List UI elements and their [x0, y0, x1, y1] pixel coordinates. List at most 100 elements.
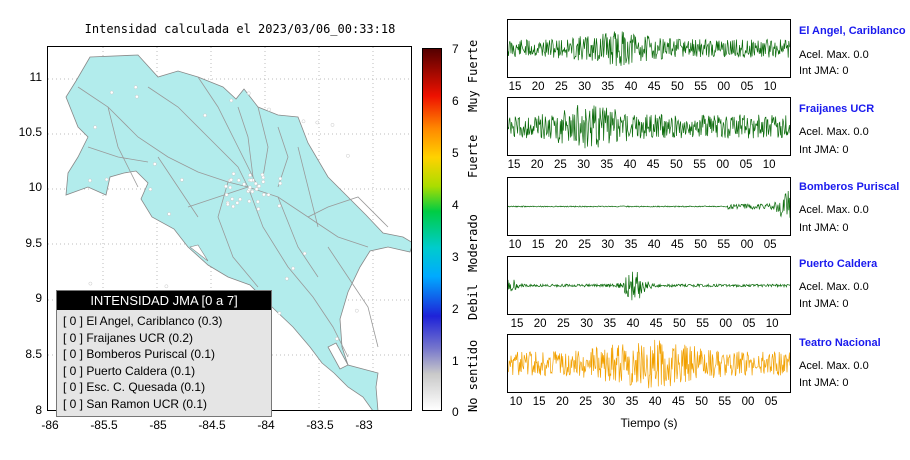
time-tick-label: 45 — [670, 239, 684, 251]
time-tick-label: 35 — [603, 318, 617, 330]
station-marker — [248, 185, 252, 190]
station-marker — [266, 192, 271, 197]
station-marker — [335, 336, 339, 341]
station-name[interactable]: Teatro Nacional — [799, 337, 881, 349]
time-tick-label: 10 — [762, 159, 776, 171]
colorbar-category: No sentido — [466, 339, 480, 412]
lat-label: 9 — [35, 291, 42, 305]
colorbar-category: Moderado — [466, 214, 480, 272]
time-tick-label: 30 — [577, 159, 590, 171]
time-tick-label: 40 — [648, 396, 662, 408]
station-name[interactable]: El Angel, Cariblanco — [799, 25, 906, 37]
map-title: Intensidad calculada el 2023/03/06_00:33… — [84, 22, 396, 36]
station-marker — [88, 281, 93, 286]
time-tick-label: 25 — [553, 159, 567, 171]
waveform-trace — [508, 190, 790, 218]
legend-row: [ 0 ] Esc. C. Quesada (0.1) — [63, 380, 206, 394]
colorbar-tick: 1 — [452, 354, 459, 368]
lat-label: 11 — [29, 70, 42, 84]
legend-row: [ 0 ] Bomberos Puriscal (0.1) — [63, 347, 216, 361]
time-tick-label: 00 — [740, 239, 754, 251]
time-tick-label: 20 — [555, 396, 569, 408]
legend-title: INTENSIDAD JMA [0 a 7] — [57, 291, 271, 310]
colorbar-tick: 4 — [452, 198, 459, 212]
lon-label: -84 — [257, 418, 275, 432]
station-marker — [248, 173, 252, 177]
time-tick-label: 40 — [624, 81, 638, 93]
station-marker — [242, 182, 246, 187]
station-marker — [135, 94, 139, 99]
waveform-xlabel: Tiempo (s) — [620, 416, 678, 430]
station-marker — [247, 199, 252, 204]
legend-row: [ 0 ] San Ramon UCR (0.1) — [63, 396, 208, 411]
time-tick-label: 40 — [647, 239, 661, 251]
waveform-time-ticks: 10 15 20 25 30 35 40 45 50 55 00 05 — [507, 239, 797, 253]
time-tick-label: 10 — [763, 81, 777, 93]
time-tick-label: 15 — [510, 318, 524, 330]
station-marker — [224, 184, 228, 189]
time-tick-label: 45 — [649, 318, 663, 330]
station-marker — [235, 201, 240, 205]
waveform-panel[interactable] — [507, 19, 791, 78]
colorbar-tick: 2 — [452, 302, 459, 316]
lat-label: 8 — [35, 403, 42, 417]
waveform-time-ticks: 15 20 25 30 35 40 45 50 55 00 05 10 — [507, 81, 797, 95]
station-marker — [133, 85, 138, 90]
station-marker — [346, 154, 350, 158]
station-marker — [167, 212, 171, 216]
station-marker — [277, 204, 282, 208]
station-marker — [180, 178, 184, 182]
waveform-panel[interactable] — [507, 97, 791, 156]
time-tick-label: 30 — [601, 239, 615, 251]
station-name[interactable]: Bomberos Puriscal — [799, 181, 900, 193]
station-jma: Int JMA: 0 — [799, 144, 849, 156]
time-tick-label: 45 — [671, 396, 685, 408]
colorbar-tick: 5 — [452, 146, 459, 160]
legend-row: [ 0 ] Fraijanes UCR (0.2) — [63, 330, 194, 345]
station-marker — [203, 113, 207, 118]
station-marker — [88, 178, 92, 183]
waveform-panel[interactable] — [507, 256, 791, 315]
lon-label: -85.5 — [90, 418, 118, 432]
map-canvas — [48, 47, 411, 410]
colorbar-tick: 0 — [452, 405, 459, 419]
time-tick-label: 50 — [669, 159, 683, 171]
station-marker — [109, 90, 114, 95]
lon-label: -86 — [41, 418, 59, 432]
station-name[interactable]: Fraijanes UCR — [799, 103, 875, 115]
lat-label: 9.5 — [25, 236, 42, 250]
time-tick-label: 10 — [508, 239, 522, 251]
time-tick-label: 05 — [763, 239, 777, 251]
lon-label: -85 — [149, 418, 167, 432]
station-marker — [301, 119, 306, 124]
station-marker — [256, 199, 260, 204]
station-marker — [256, 207, 261, 211]
station-marker — [153, 162, 157, 166]
time-tick-label: 35 — [625, 396, 639, 408]
intensity-legend: INTENSIDAD JMA [0 a 7] [ 0 ] El Angel, C… — [56, 290, 272, 417]
colorbar-tick: 3 — [452, 250, 459, 264]
waveform-panel[interactable] — [507, 177, 791, 236]
station-marker — [93, 125, 97, 129]
station-marker — [250, 189, 255, 194]
legend-row: [ 0 ] El Angel, Cariblanco (0.3) — [63, 314, 223, 328]
station-marker — [330, 123, 335, 127]
station-jma: Int JMA: 0 — [799, 377, 849, 389]
station-marker — [148, 187, 153, 192]
station-jma: Int JMA: 0 — [799, 222, 849, 234]
waveform-panel[interactable] — [507, 334, 791, 393]
lat-label: 8.5 — [25, 347, 42, 361]
costa-rica-land — [65, 54, 411, 410]
time-tick-label: 05 — [739, 159, 753, 171]
station-marker — [238, 197, 242, 202]
station-accel: Acel. Max. 0.0 — [799, 360, 869, 372]
time-tick-label: 10 — [765, 318, 779, 330]
station-name[interactable]: Puerto Caldera — [799, 258, 878, 270]
station-marker — [164, 284, 169, 289]
time-tick-label: 45 — [647, 81, 661, 93]
time-tick-label: 55 — [694, 81, 707, 93]
station-marker — [315, 120, 320, 125]
station-marker — [278, 181, 283, 186]
station-marker — [285, 276, 289, 281]
time-tick-label: 50 — [670, 81, 684, 93]
